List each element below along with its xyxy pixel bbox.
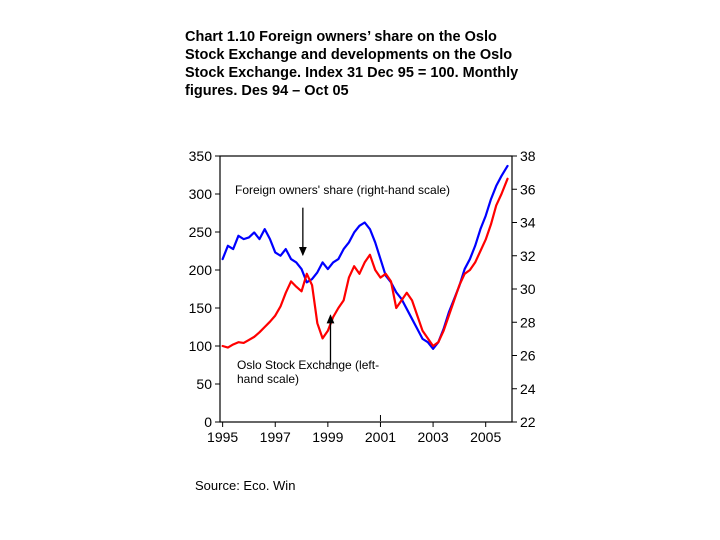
- svg-text:34: 34: [520, 215, 536, 231]
- svg-text:1999: 1999: [312, 429, 343, 445]
- svg-text:300: 300: [189, 186, 213, 202]
- oslo-exchange-annotation: Oslo Stock Exchange (left-hand scale): [237, 358, 387, 387]
- svg-text:1995: 1995: [207, 429, 238, 445]
- svg-text:26: 26: [520, 348, 536, 364]
- svg-text:150: 150: [189, 300, 213, 316]
- svg-text:22: 22: [520, 414, 536, 430]
- svg-text:32: 32: [520, 248, 536, 264]
- chart-title: Chart 1.10 Foreign owners’ share on the …: [185, 28, 520, 101]
- svg-text:100: 100: [189, 338, 213, 354]
- svg-text:24: 24: [520, 381, 536, 397]
- svg-text:0: 0: [204, 414, 212, 430]
- chart-source: Source: Eco. Win: [195, 478, 295, 493]
- svg-text:50: 50: [196, 376, 212, 392]
- svg-text:250: 250: [189, 224, 213, 240]
- svg-text:36: 36: [520, 181, 536, 197]
- svg-text:2005: 2005: [470, 429, 501, 445]
- svg-text:200: 200: [189, 262, 213, 278]
- svg-text:2001: 2001: [365, 429, 396, 445]
- svg-text:38: 38: [520, 148, 536, 164]
- svg-text:2003: 2003: [418, 429, 449, 445]
- svg-text:1997: 1997: [260, 429, 291, 445]
- foreign-owners-annotation: Foreign owners' share (right-hand scale): [235, 183, 450, 197]
- svg-text:350: 350: [189, 148, 213, 164]
- svg-text:30: 30: [520, 281, 536, 297]
- svg-text:28: 28: [520, 314, 536, 330]
- page: Chart 1.10 Foreign owners’ share on the …: [0, 0, 720, 540]
